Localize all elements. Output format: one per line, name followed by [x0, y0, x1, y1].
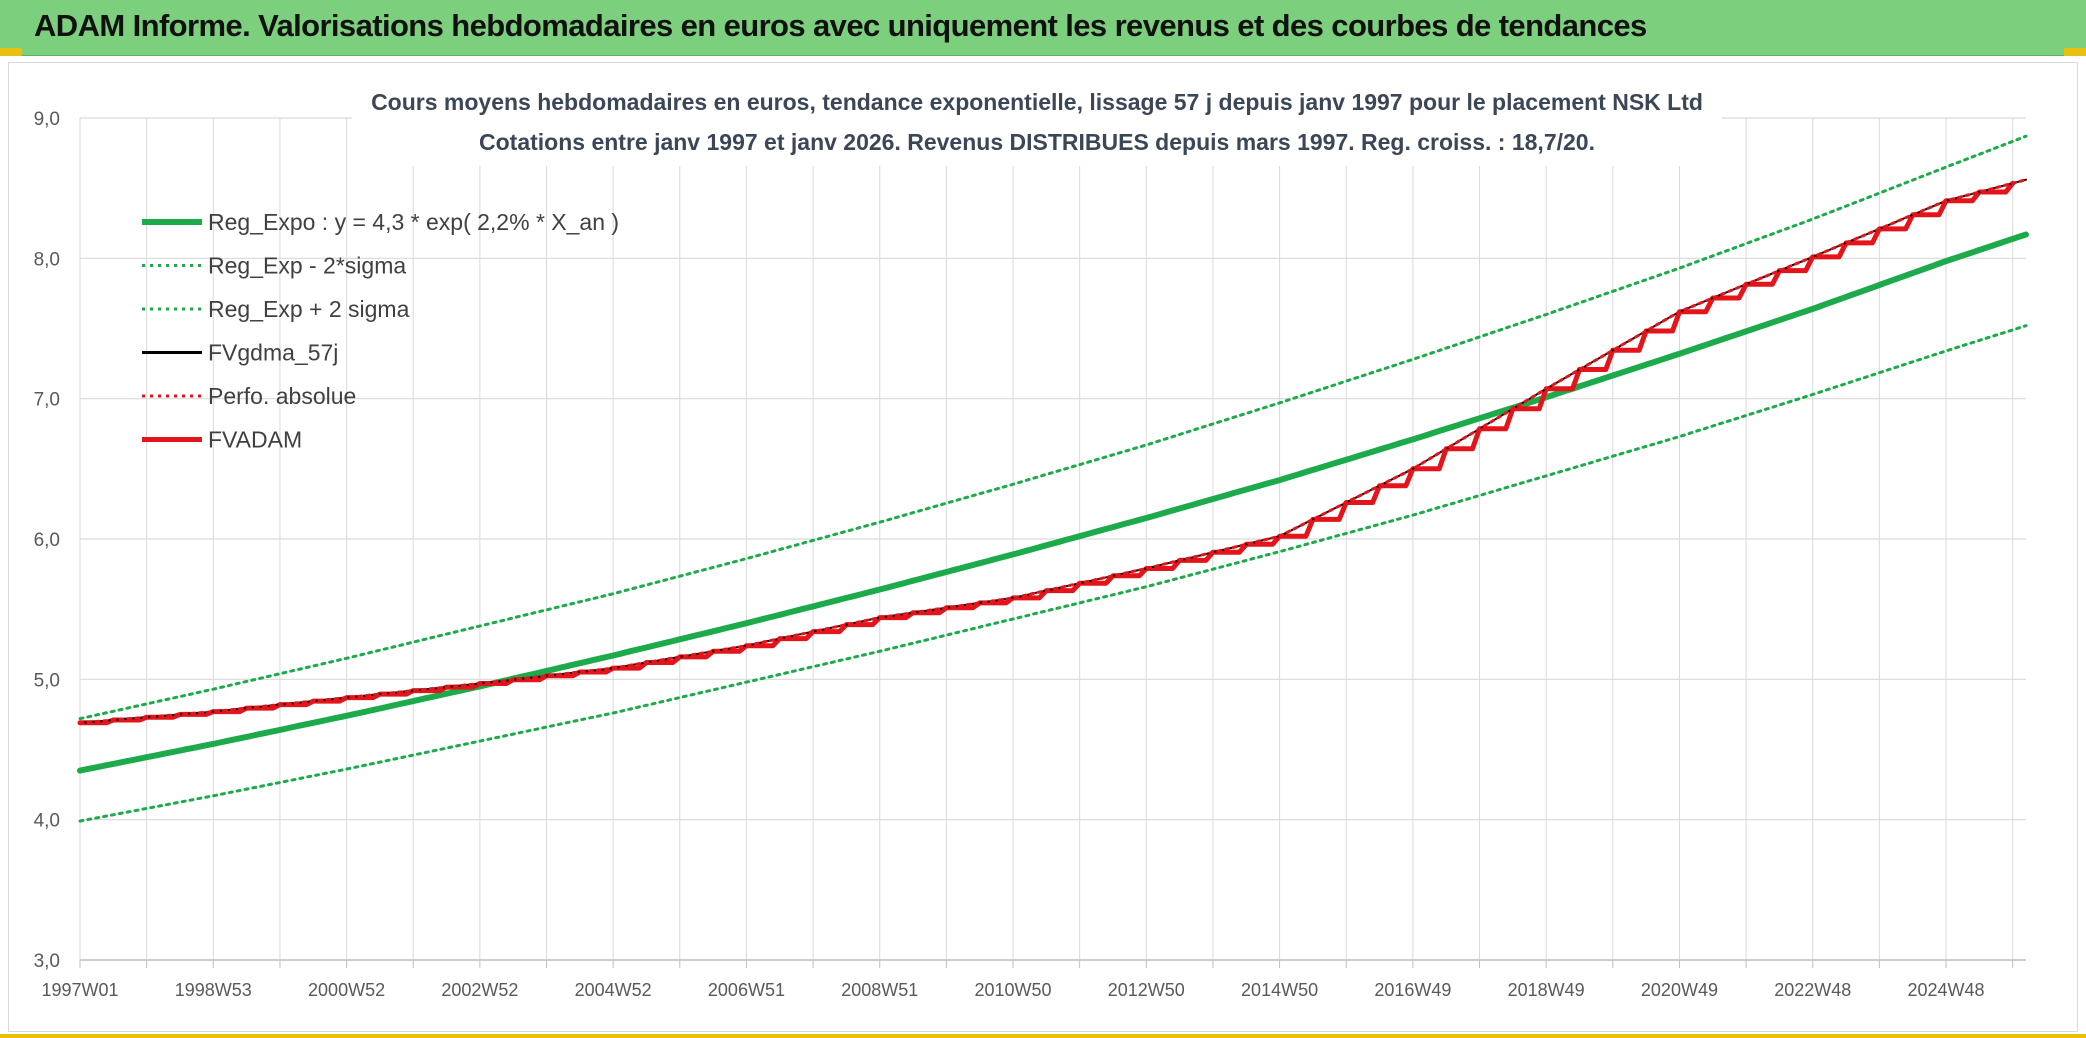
chart-title-background [352, 78, 1722, 166]
chart-title-line1: Cours moyens hebdomadaires en euros, ten… [371, 89, 1703, 115]
banner-corner-right [2064, 48, 2086, 56]
legend-label: Reg_Expo : y = 4,3 * exp( 2,2% * X_an ) [208, 209, 619, 235]
legend: Reg_Expo : y = 4,3 * exp( 2,2% * X_an ) R… [142, 209, 619, 453]
legend-label: FVADAM [208, 427, 302, 453]
x-tick-label: 2000W52 [308, 980, 385, 1000]
axis-layer: 3,0 4,0 5,0 6,0 7,0 8,0 9,0 1997W01 1998W53 2000W… [34, 109, 2026, 1000]
chart-title-line2: Cotations entre janv 1997 et janv 2026. … [479, 129, 1595, 155]
x-tick-label: 2002W52 [441, 980, 518, 1000]
legend-label: Reg_Exp - 2*sigma [208, 253, 406, 279]
x-tick-label: 2024W48 [1907, 980, 1984, 1000]
legend-label: Perfo. absolue [208, 383, 356, 409]
chart-title-layer: Cours moyens hebdomadaires en euros, ten… [352, 78, 1722, 166]
x-tick-label: 2020W49 [1641, 980, 1718, 1000]
series-line-reg-expo-y-4-3-exp-2-2-x-an [77, 231, 2029, 774]
title-banner: ADAM Informe. Valorisations hebdomadaire… [0, 0, 2086, 56]
series-line-perfo-absolue [78, 178, 2028, 725]
series-line-reg-exp-2-sigma [78, 324, 2028, 823]
legend-label: Reg_Exp + 2 sigma [208, 296, 410, 322]
x-tick-label: 2016W49 [1374, 980, 1451, 1000]
grid-layer [79, 117, 2026, 961]
x-tick-label: 2010W50 [974, 980, 1051, 1000]
series-line-reg-exp-2-sigma [78, 134, 2028, 721]
x-tick-label: 2018W49 [1508, 980, 1585, 1000]
x-tick-label: 2004W52 [575, 980, 652, 1000]
bottom-accent-bar [0, 1034, 2086, 1038]
y-tick-label: 5,0 [34, 670, 60, 691]
y-tick-label: 3,0 [34, 951, 60, 972]
legend-label: FVgdma_57j [208, 340, 338, 366]
x-tick-label: 2008W51 [841, 980, 918, 1000]
x-tick-label: 2022W48 [1774, 980, 1851, 1000]
banner-corner-left [0, 48, 22, 56]
x-tick-label: 2012W50 [1108, 980, 1185, 1000]
y-tick-label: 6,0 [34, 530, 60, 551]
y-tick-label: 7,0 [34, 390, 60, 411]
x-tick-label: 2014W50 [1241, 980, 1318, 1000]
y-tick-label: 4,0 [34, 811, 60, 832]
x-tick-label: 1997W01 [41, 980, 118, 1000]
y-tick-label: 9,0 [34, 109, 60, 130]
report-title: ADAM Informe. Valorisations hebdomadaire… [34, 8, 1647, 43]
x-tick-label: 2006W51 [708, 980, 785, 1000]
x-tick-label: 1998W53 [175, 980, 252, 1000]
series-layer [77, 134, 2029, 823]
y-tick-label: 8,0 [34, 249, 60, 270]
